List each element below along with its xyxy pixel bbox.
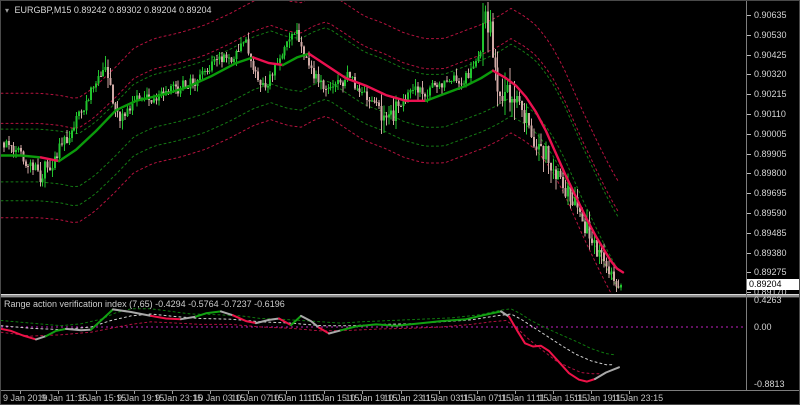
time-axis-label: 10 Jan 15:15 [307, 393, 360, 403]
price-axis-tick [747, 232, 751, 234]
price-axis-tick [747, 54, 751, 56]
price-axis-label: 0.89695 [754, 188, 787, 199]
time-axis-tick [248, 391, 250, 394]
price-axis-tick [747, 252, 751, 254]
time-axis-tick [400, 391, 402, 394]
price-axis-tick [747, 193, 751, 195]
time-axis-label: 10 Jan 07:15 [231, 393, 284, 403]
time-axis-label: 11 Jan 15:15 [535, 393, 588, 403]
current-price-tag: 0.89204 [747, 279, 799, 290]
indicator-plot[interactable] [1, 298, 746, 390]
symbol-label: EURGBP,M15 [14, 5, 72, 15]
time-axis-label: 9 Jan 23:15 [155, 393, 203, 403]
symbol-ohlc-line: ▾ EURGBP,M15 0.89242 0.89302 0.89204 0.8… [5, 5, 212, 15]
time-axis-label: 10 Jan 19:15 [345, 393, 398, 403]
price-axis-label: 0.90320 [754, 69, 787, 80]
time-axis-label: 11 Jan 23:15 [611, 393, 664, 403]
indicator-scale-min: -0.8813 [754, 379, 785, 389]
time-axis-label: 9 Jan 19:15 [117, 393, 165, 403]
price-axis-tick [747, 272, 751, 274]
indicator-title: Range action verification index (7,65) [4, 299, 153, 309]
time-axis-label: 11 Jan 19:15 [573, 393, 626, 403]
indicator-values: -0.4294 -0.5764 -0.7237 -0.6196 [155, 299, 285, 309]
price-axis-tick [747, 114, 751, 115]
price-axis-tick [747, 213, 751, 214]
time-axis-label: 10 Jan 23:15 [383, 393, 436, 403]
price-axis-label: 0.90215 [754, 89, 787, 100]
price-axis-label: 0.90635 [754, 10, 787, 20]
price-axis-label: 0.89590 [754, 208, 787, 218]
price-axis-tick [747, 74, 751, 76]
chart-marker-icon: ▾ [5, 6, 10, 15]
price-axis-tick [747, 34, 751, 36]
time-axis-label: 10 Jan 03:15 [193, 393, 246, 403]
time-axis-tick [438, 391, 440, 394]
time-axis-tick [362, 391, 364, 394]
time-axis-label: 11 Jan 07:15 [459, 393, 511, 403]
time-axis-tick [324, 391, 326, 394]
price-axis-tick [747, 173, 751, 175]
price-axis-label: 0.90530 [754, 29, 787, 40]
price-axis-label: 0.89485 [754, 227, 787, 238]
time-axis-tick [552, 391, 554, 394]
time-axis-tick [20, 391, 21, 394]
price-axis-tick [747, 94, 751, 96]
time-axis-tick [96, 391, 98, 394]
time-axis-tick [58, 391, 60, 394]
time-axis-label: 9 Jan 2019 [3, 393, 48, 403]
price-axis-label: 0.89275 [754, 267, 787, 278]
price-axis-label: 0.89170 [754, 287, 787, 298]
time-axis-tick [628, 391, 630, 394]
time-axis-tick [210, 391, 212, 394]
time-axis-label: 11 Jan 03:15 [421, 393, 473, 403]
price-chart-plot[interactable] [1, 1, 746, 294]
price-axis-tick [747, 15, 751, 16]
price-axis-tick [747, 292, 751, 294]
price-axis-label: 0.90425 [754, 49, 787, 60]
price-axis-label: 0.89905 [754, 148, 787, 159]
price-axis-label: 0.90005 [754, 128, 787, 139]
price-axis-label: 0.89800 [754, 168, 787, 179]
indicator-scale-zero: 0.00 [754, 322, 772, 332]
time-axis-tick [286, 391, 288, 394]
ohlc-values: 0.89242 0.89302 0.89204 0.89204 [73, 5, 212, 15]
price-scale-border [746, 1, 747, 390]
panel-splitter[interactable] [1, 294, 799, 298]
indicator-scale-max: 0.4263 [754, 295, 782, 305]
indicator-header: Range action verification index (7,65) -… [4, 299, 285, 309]
time-axis-label: 9 Jan 11:15 [41, 393, 88, 403]
time-axis-tick [172, 391, 174, 394]
time-axis-label: 9 Jan 15:15 [79, 393, 127, 403]
price-axis-tick [747, 153, 751, 155]
price-axis-label: 0.89380 [754, 247, 787, 258]
price-axis-label: 0.90110 [754, 109, 786, 119]
time-axis-label: 10 Jan 11:15 [269, 393, 321, 403]
time-axis-tick [590, 391, 592, 394]
time-axis-tick [476, 391, 478, 394]
time-axis-tick [514, 391, 516, 394]
time-axis-border [1, 390, 799, 391]
time-axis-label: 11 Jan 11:15 [497, 393, 549, 403]
time-axis-tick [134, 391, 136, 394]
price-axis-tick [747, 133, 751, 135]
